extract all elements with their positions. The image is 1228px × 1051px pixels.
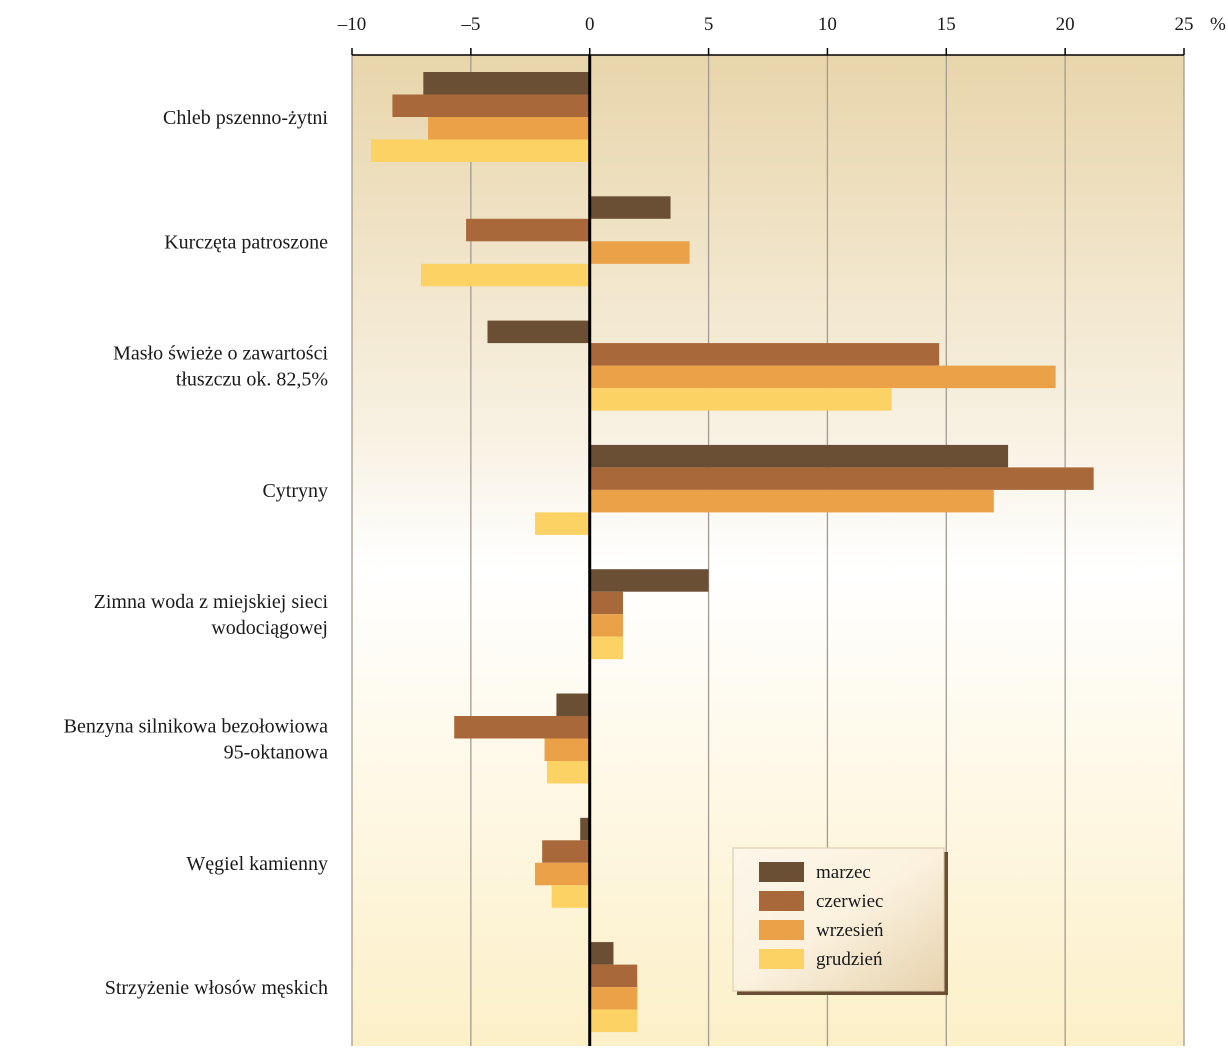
bar xyxy=(371,139,590,162)
bar-group xyxy=(589,942,638,1033)
bar-group xyxy=(589,569,709,660)
bar xyxy=(546,761,590,784)
legend-label: grudzień xyxy=(816,949,883,970)
bar xyxy=(589,343,940,366)
bar xyxy=(556,693,590,716)
category-label: Masło świeże o zawartości xyxy=(113,343,328,365)
bar xyxy=(589,444,1009,468)
x-tick-label: –10 xyxy=(337,14,367,35)
bar xyxy=(589,467,1094,490)
category-label: Cytryny xyxy=(262,480,328,502)
legend-label: wrzesień xyxy=(816,920,884,941)
bar xyxy=(392,94,590,117)
category-label: tłuszczu ok. 82,5% xyxy=(176,369,328,391)
bar xyxy=(589,636,623,660)
category-label: wodociągowej xyxy=(211,617,328,639)
x-axis-unit: % xyxy=(1210,14,1226,35)
legend-label: czerwiec xyxy=(816,891,884,912)
bar xyxy=(589,964,638,988)
bar xyxy=(466,218,590,242)
x-tick-label: 20 xyxy=(1056,14,1075,35)
bar xyxy=(454,716,590,739)
bar xyxy=(589,942,614,965)
category-label: Benzyna silnikowa bezołowiowa xyxy=(64,716,328,738)
category-label: Kurczęta patroszone xyxy=(164,231,328,253)
category-label: Chleb pszenno-żytni xyxy=(163,107,328,129)
bars xyxy=(371,72,1094,1033)
x-tick-label: 10 xyxy=(818,14,837,35)
bar-group xyxy=(535,444,1094,535)
category-label: 95-oktanowa xyxy=(224,742,329,764)
bar-group xyxy=(371,72,590,162)
bar xyxy=(589,1009,638,1033)
x-tick-label: 0 xyxy=(585,14,595,35)
x-tick-label: 15 xyxy=(937,14,956,35)
bar-group xyxy=(454,693,590,784)
bar xyxy=(487,320,590,344)
bar xyxy=(535,512,590,535)
bar xyxy=(589,388,892,411)
bar-group xyxy=(535,817,590,908)
bar xyxy=(428,117,590,140)
legend-label: marzec xyxy=(816,862,871,883)
category-label: Strzyżenie włosów męskich xyxy=(105,977,328,999)
x-axis: –10 –5 0 5 10 15 20 25% xyxy=(337,14,1226,1046)
bar xyxy=(542,840,590,863)
bar xyxy=(589,365,1056,389)
bar xyxy=(551,885,590,908)
category-labels: Chleb pszenno-żytni Kurczęta patroszone Ma… xyxy=(64,107,329,999)
legend-swatch xyxy=(759,949,804,969)
bar xyxy=(589,489,994,513)
category-label: Węgiel kamienny xyxy=(186,853,328,875)
bar xyxy=(589,196,671,219)
x-tick-label: 5 xyxy=(704,14,714,35)
bar xyxy=(535,862,590,886)
legend-swatch xyxy=(759,862,804,882)
bar xyxy=(580,817,590,841)
legend-swatch xyxy=(759,891,804,911)
bar xyxy=(589,591,623,615)
bar xyxy=(589,569,709,592)
x-tick-label: –5 xyxy=(460,14,480,35)
legend-swatch xyxy=(759,920,804,940)
bar xyxy=(423,72,590,95)
category-label: Zimna woda z miejskiej sieci xyxy=(94,591,329,613)
bar-group xyxy=(487,320,1056,411)
bar xyxy=(544,738,590,761)
bar-group xyxy=(420,196,690,287)
x-tick-label: 25 xyxy=(1175,14,1194,35)
bar xyxy=(589,241,690,264)
bar xyxy=(420,263,590,287)
legend: marzec czerwiec wrzesień grudzień xyxy=(732,847,948,995)
bar xyxy=(589,614,623,637)
bar xyxy=(589,987,638,1010)
